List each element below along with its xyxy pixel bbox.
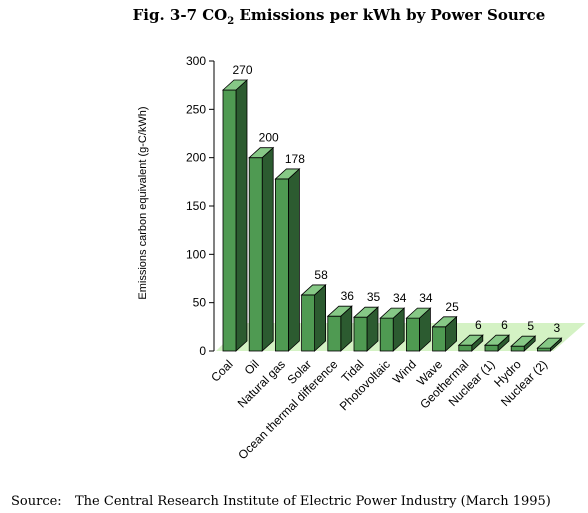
value-label: 200 — [259, 131, 279, 145]
bar-front — [405, 317, 420, 352]
bar-front — [432, 326, 447, 352]
bar-top — [510, 335, 537, 347]
bar — [300, 284, 327, 352]
bar-top — [352, 306, 380, 318]
value-label: 270 — [232, 63, 252, 77]
y-tick-label: 300 — [186, 54, 206, 68]
y-tick-label: 50 — [193, 296, 207, 310]
bar-top — [536, 337, 563, 349]
y-tick-label: 250 — [186, 102, 206, 116]
bar-side — [261, 146, 274, 352]
bar-top — [221, 79, 249, 91]
value-label: 5 — [527, 319, 534, 333]
bar-front — [301, 294, 316, 352]
bar — [379, 307, 406, 352]
value-label: 6 — [501, 318, 508, 332]
bar — [274, 168, 301, 352]
y-tick-label: 150 — [186, 199, 206, 213]
bar-top — [483, 334, 511, 346]
category-label: Wind — [390, 357, 419, 386]
bar — [326, 305, 353, 352]
category-label: Coal — [208, 357, 235, 384]
source-text: The Central Research Institute of Electr… — [75, 494, 551, 509]
value-label: 3 — [554, 321, 561, 335]
value-label: 58 — [314, 268, 328, 282]
bar — [536, 337, 563, 352]
chart-title-subscript: 2 — [227, 16, 235, 27]
bar-side — [314, 284, 327, 352]
value-label: 35 — [367, 290, 381, 304]
bar-top — [379, 307, 406, 319]
y-tick-label: 0 — [199, 344, 206, 358]
y-tick-label: 200 — [186, 151, 206, 165]
chart-title-suffix: Emissions per kWh by Power Source — [234, 6, 546, 24]
chart-title-prefix: Fig. 3-7 CO — [132, 6, 228, 24]
bar-top — [300, 284, 327, 296]
bar — [405, 307, 432, 352]
y-axis: 0 50 100 150 200 250 300 — [186, 54, 215, 358]
bar-side — [287, 168, 300, 352]
bar — [457, 334, 484, 352]
bar-top — [431, 316, 458, 328]
source-label: Source: — [11, 494, 62, 509]
value-label: 178 — [285, 152, 305, 166]
bar-front — [222, 89, 237, 352]
value-label: 34 — [393, 291, 407, 305]
y-tick-label: 100 — [186, 247, 206, 261]
value-label: 25 — [445, 300, 459, 314]
value-label: 6 — [475, 318, 482, 332]
bar-front — [248, 157, 263, 352]
value-label: 36 — [341, 289, 355, 303]
bar-top — [248, 147, 275, 159]
bar-top — [326, 305, 353, 317]
y-axis-title: Emissions carbon equivalent (g-C/kWh) — [137, 106, 149, 299]
bar-front — [484, 344, 499, 352]
bar-side — [235, 79, 248, 352]
value-label: 34 — [419, 291, 433, 305]
source-note: Source: The Central Research Institute of… — [11, 494, 551, 509]
bar — [510, 335, 537, 352]
bar-front — [379, 317, 394, 352]
bar — [352, 306, 380, 352]
bar-top — [457, 334, 484, 346]
category-label: Oil — [242, 357, 262, 377]
chart-title: Fig. 3-7 CO2 Emissions per kWh by Power … — [0, 6, 588, 27]
bar — [221, 79, 249, 352]
bar-front — [458, 344, 473, 352]
bar-front — [327, 315, 342, 352]
bar — [483, 334, 511, 352]
bar-front — [353, 316, 368, 352]
bar-front — [537, 347, 551, 352]
bar — [248, 146, 275, 352]
bar-top — [405, 307, 432, 319]
bar-front — [274, 178, 289, 352]
bar-front — [510, 345, 525, 352]
bar-series — [221, 79, 563, 352]
bar-top — [274, 168, 301, 180]
bar — [431, 315, 458, 352]
